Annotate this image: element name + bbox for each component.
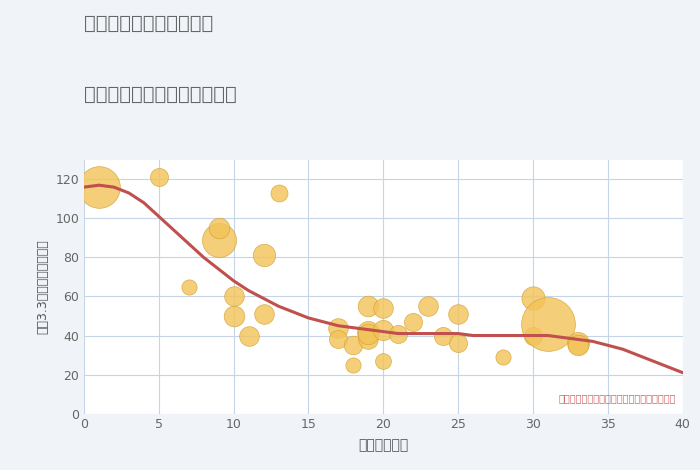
Point — [228, 312, 239, 320]
Point — [258, 310, 269, 318]
Point — [363, 336, 374, 343]
Point — [378, 357, 389, 365]
Point — [378, 326, 389, 333]
Point — [273, 189, 284, 197]
Point — [228, 293, 239, 300]
Point — [527, 332, 538, 339]
Point — [497, 353, 508, 361]
Point — [348, 342, 359, 349]
Point — [363, 330, 374, 337]
Point — [542, 320, 554, 328]
Point — [332, 336, 344, 343]
Point — [572, 342, 583, 349]
Text: 兵庫県姫路市西夢前台の: 兵庫県姫路市西夢前台の — [84, 14, 214, 33]
Y-axis label: 坪（3.3㎡）単価（万円）: 坪（3.3㎡）単価（万円） — [36, 239, 50, 334]
Point — [213, 224, 224, 232]
Point — [363, 303, 374, 310]
Point — [363, 328, 374, 336]
Point — [183, 283, 195, 290]
Point — [258, 252, 269, 259]
Point — [393, 330, 404, 337]
X-axis label: 築年数（年）: 築年数（年） — [358, 439, 408, 453]
Point — [423, 303, 434, 310]
Text: 築年数別中古マンション価格: 築年数別中古マンション価格 — [84, 85, 237, 103]
Point — [213, 236, 224, 243]
Text: 円の大きさは、取引のあった物件面積を示す: 円の大きさは、取引のあった物件面積を示す — [559, 393, 676, 403]
Point — [348, 361, 359, 368]
Point — [452, 339, 463, 347]
Point — [243, 332, 254, 339]
Point — [153, 173, 164, 181]
Point — [378, 305, 389, 312]
Point — [452, 310, 463, 318]
Point — [438, 332, 449, 339]
Point — [93, 183, 104, 191]
Point — [407, 318, 419, 326]
Point — [572, 339, 583, 347]
Point — [332, 324, 344, 331]
Point — [527, 295, 538, 302]
